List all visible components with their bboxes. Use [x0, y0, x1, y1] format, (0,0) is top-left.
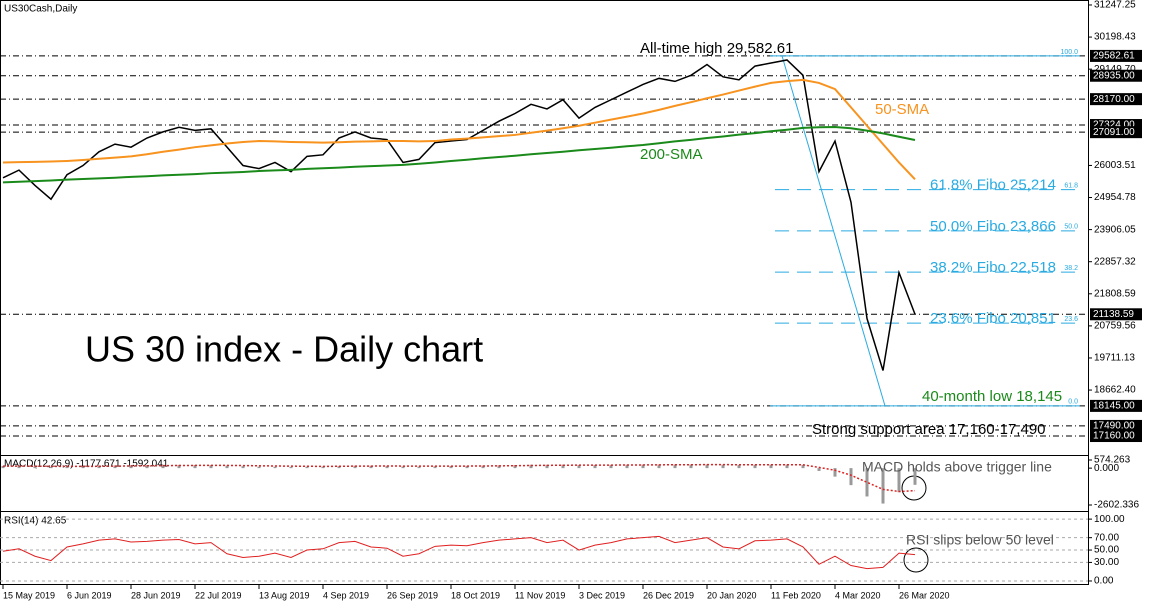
level-box	[1090, 49, 1142, 62]
fibo-ratio: 61.8	[1064, 182, 1078, 189]
fibo-ratio: 38.2	[1064, 265, 1078, 272]
fibo-label: 50.0% Fibo 23,866	[930, 218, 1056, 235]
y-tick-label: 30.00	[1094, 557, 1119, 568]
annotation: All-time high 29,582.61	[640, 40, 793, 57]
y-tick-label: 31247.25	[1094, 0, 1136, 11]
annotation: 40-month low 18,145	[922, 388, 1062, 405]
highlight-circle	[903, 547, 929, 573]
trend-line	[781, 55, 886, 407]
level-label: 28170.00	[1093, 94, 1135, 105]
y-tick-label: 50.00	[1094, 545, 1119, 556]
y-tick-label: -2602.336	[1094, 500, 1139, 511]
sma-line	[2, 125, 916, 184]
signal-line	[3, 463, 916, 493]
annotation: Strong support area 17,160-17,490	[812, 421, 1046, 438]
fibo-label: 23.6% Fibo 20,851	[930, 310, 1056, 327]
x-tick-label: 15 May 2019	[3, 590, 55, 600]
x-tick-label: 26 Mar 2020	[899, 590, 950, 600]
level-label: 28935.00	[1093, 70, 1135, 81]
fibo-ratio: 0.0	[1068, 399, 1078, 406]
x-tick-label: 18 Oct 2019	[451, 590, 500, 600]
fibo-ratio: 100.0	[1060, 49, 1078, 56]
level-box	[1090, 126, 1142, 139]
panel-title: RSI(14) 42.65	[4, 516, 67, 527]
plot-frame	[0, 0, 1089, 585]
series-label: 200-SMA	[640, 146, 703, 163]
annotation: RSI slips below 50 level	[906, 532, 1054, 548]
y-tick-label: 19711.13	[1094, 353, 1135, 364]
y-tick-label: 574.263	[1094, 455, 1131, 466]
chart-title: US30Cash,Daily	[4, 4, 77, 15]
level-label: 21138.59	[1093, 309, 1134, 320]
fibo-ratio: 23.6	[1064, 316, 1078, 323]
y-tick-label: 70.00	[1094, 532, 1119, 543]
level-box	[1090, 399, 1142, 412]
x-tick-label: 4 Mar 2020	[835, 590, 881, 600]
level-label: 27091.00	[1093, 127, 1135, 138]
x-tick-label: 6 Jun 2019	[67, 590, 112, 600]
level-label: 17490.00	[1093, 421, 1135, 432]
level-box	[1090, 308, 1142, 321]
level-label: 29582.61	[1093, 51, 1135, 62]
y-tick-label: 0.00	[1094, 576, 1114, 587]
x-tick-label: 13 Aug 2019	[259, 590, 310, 600]
level-label: 27324.00	[1093, 120, 1135, 131]
y-tick-label: 30198.43	[1094, 32, 1136, 43]
level-box	[1090, 93, 1142, 106]
y-tick-label: 0.000	[1094, 463, 1119, 474]
x-tick-label: 11 Feb 2020	[771, 590, 821, 600]
sma-line	[2, 78, 916, 180]
level-label: 18145.00	[1093, 401, 1135, 412]
x-tick-label: 22 Jul 2019	[195, 590, 242, 600]
fibo-ratio: 50.0	[1064, 224, 1078, 231]
x-tick-label: 26 Dec 2019	[643, 590, 694, 600]
fibo-label: 61.8% Fibo 25,214	[930, 177, 1056, 194]
fibo-label: 38.2% Fibo 22,518	[930, 259, 1056, 276]
level-box	[1090, 69, 1142, 82]
chart-subtitle: US 30 index - Daily chart	[85, 329, 483, 370]
x-tick-label: 4 Sep 2019	[323, 590, 369, 600]
price-line	[2, 59, 916, 371]
series-label: 50-SMA	[875, 101, 929, 118]
rsi-line	[2, 535, 916, 570]
x-tick-label: 3 Dec 2019	[579, 590, 625, 600]
annotation: MACD holds above trigger line	[862, 459, 1052, 475]
y-tick-label: 24954.78	[1094, 192, 1136, 203]
x-tick-label: 28 Jun 2019	[131, 590, 181, 600]
x-tick-label: 20 Jan 2020	[707, 590, 757, 600]
x-tick-label: 26 Sep 2019	[387, 590, 438, 600]
x-tick-label: 11 Nov 2019	[515, 590, 565, 600]
level-box	[1090, 419, 1142, 432]
y-tick-label: 22857.32	[1094, 256, 1136, 267]
panel-title: MACD(12,26,9) -1177.671 -1592.041	[4, 459, 169, 470]
y-tick-label: 18662.40	[1094, 385, 1136, 396]
level-box	[1090, 430, 1142, 443]
y-tick-label: 21808.59	[1094, 288, 1136, 299]
level-label: 17160.00	[1093, 431, 1135, 442]
y-tick-label: 29149.70	[1094, 64, 1136, 75]
y-tick-label: 100.00	[1094, 514, 1125, 525]
y-tick-label: 20759.56	[1094, 321, 1136, 332]
y-tick-label: 23906.05	[1094, 224, 1136, 235]
y-tick-label: 26003.51	[1094, 160, 1136, 171]
